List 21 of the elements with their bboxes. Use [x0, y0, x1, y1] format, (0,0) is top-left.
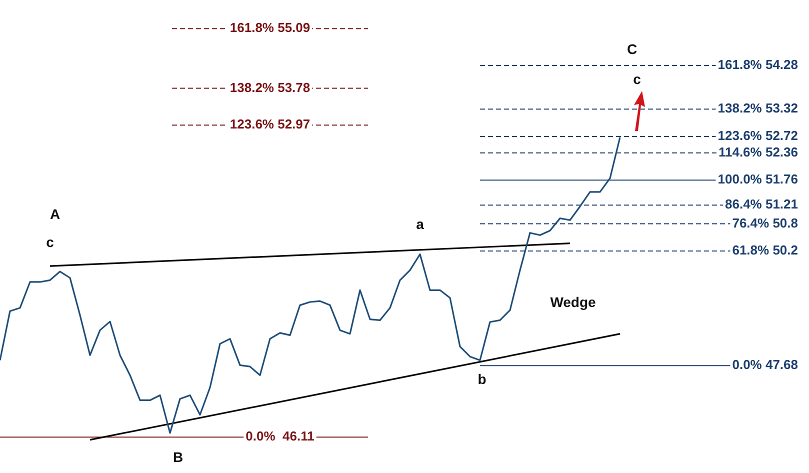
- ref-line-label: 123.6% 52.97: [230, 116, 310, 132]
- text: C: [626, 40, 638, 57]
- ref-line-label: 86.4% 51.21: [724, 196, 798, 212]
- ref-line-label: 123.6% 52.72: [718, 128, 798, 144]
- annotation: A: [50, 206, 60, 222]
- annotation: b: [478, 370, 486, 387]
- ref-line-label: 0.0% 47.68: [732, 357, 798, 372]
- ref-line-label: 0.0% 46.11: [246, 428, 314, 444]
- annotation: a: [416, 216, 424, 232]
- ref-line-label: 61.8% 50.2: [732, 242, 798, 258]
- ref-line-label: 138.2% 53.78: [230, 80, 310, 95]
- ref-line-label: 76.4% 50.8: [732, 215, 798, 230]
- annotation: Wedge: [550, 294, 596, 310]
- annotation: c: [46, 234, 54, 250]
- ref-line-label: 161.8% 55.09: [230, 20, 310, 36]
- ref-line-label: 100.0% 51.76: [718, 172, 798, 187]
- ref-line-label: 161.8% 54.28: [718, 57, 798, 72]
- text: c: [633, 70, 642, 87]
- ref-line-label: 138.2% 53.32: [718, 100, 798, 116]
- annotation: B: [172, 448, 184, 465]
- ref-line-label: 114.6% 52.36: [718, 144, 798, 160]
